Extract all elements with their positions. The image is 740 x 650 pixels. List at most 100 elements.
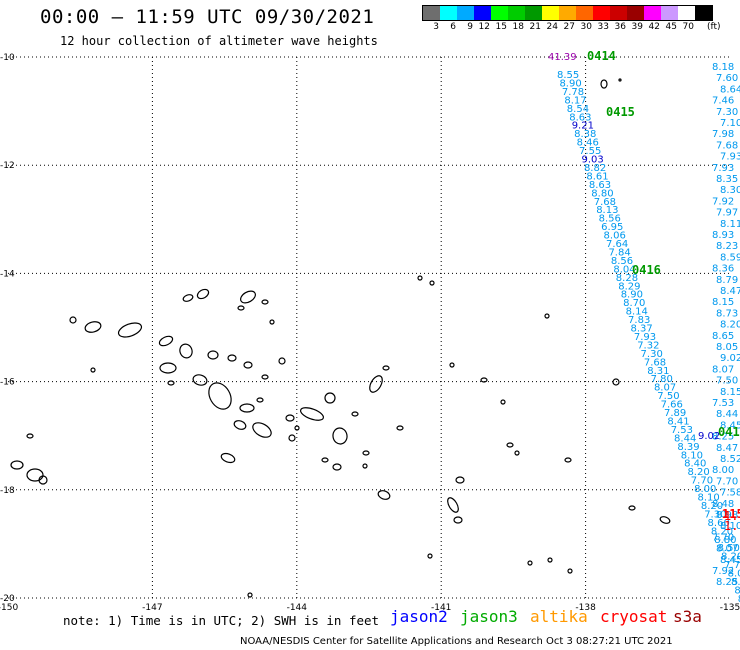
track-value: 7.70 xyxy=(691,476,713,487)
island-outline xyxy=(567,568,573,574)
island-outline xyxy=(207,350,219,360)
track-value-right: 8.64 xyxy=(720,84,740,95)
island-outline xyxy=(261,299,269,305)
lon-tick-label: -147 xyxy=(142,603,162,613)
track-value: 8.10 xyxy=(698,493,720,504)
island-outline xyxy=(269,319,275,325)
island-outline xyxy=(564,457,572,463)
island-outline xyxy=(227,354,237,362)
lat-tick-label: -18 xyxy=(0,486,15,496)
colorbar-label: 9 xyxy=(467,22,473,32)
colorbar-label: 39 xyxy=(631,22,643,32)
track-value: 8.39 xyxy=(677,442,699,453)
track-time-label: 0417 xyxy=(718,425,740,439)
track-value-right: 8.45 xyxy=(720,555,740,566)
island-outline xyxy=(294,425,300,431)
track-value: 8.20 xyxy=(711,526,733,537)
island-outline xyxy=(324,392,336,404)
island-outline xyxy=(243,361,253,369)
track-value-right: 8.07 xyxy=(716,544,738,555)
track-value: 8.20 xyxy=(721,552,740,563)
island-outline xyxy=(117,322,143,338)
island-outline xyxy=(182,294,194,302)
island-outline xyxy=(84,321,102,333)
track-value-right: 7.30 xyxy=(716,107,738,118)
track-value-right: 8.07 xyxy=(712,364,734,375)
colorbar-label: 18 xyxy=(512,22,524,32)
island-outline xyxy=(377,490,391,500)
colorbar-label: 36 xyxy=(614,22,626,32)
island-outline xyxy=(240,290,256,304)
track-value: 8.56 xyxy=(611,256,633,267)
track-value: 8.00 xyxy=(694,484,716,495)
island-outline xyxy=(362,463,368,469)
lat-tick-label: -14 xyxy=(0,269,15,279)
track-value: 8.90 xyxy=(559,78,581,89)
track-value: 8.80 xyxy=(714,535,736,546)
island-outline xyxy=(285,414,295,422)
map-title: 00:00 – 11:59 UTC 09/30/2021 xyxy=(40,6,375,28)
island-outline xyxy=(69,316,77,324)
track-value-right: 7.58 xyxy=(720,488,740,499)
island-outline xyxy=(659,516,671,524)
track-value: 7.30 xyxy=(641,349,663,360)
track-value: 8.07 xyxy=(728,569,740,580)
island-outline xyxy=(547,557,553,563)
track-value: 7.64 xyxy=(606,239,628,250)
track-value-right: 7.93 xyxy=(712,163,734,174)
track-value: 7.32 xyxy=(637,340,659,351)
track-value: 7.70 xyxy=(724,560,740,571)
track-value-right: 8.52 xyxy=(720,454,740,465)
track-value: 8.50 xyxy=(738,594,740,605)
track-value: 8.70 xyxy=(623,298,645,309)
lat-tick-label: -20 xyxy=(0,594,15,604)
track-value-right: 7.68 xyxy=(716,140,738,151)
track-value: 8.10 xyxy=(681,450,703,461)
track-value-right: 8.35 xyxy=(716,174,738,185)
track-value-right: 8.45 xyxy=(720,420,740,431)
track-value: 8.82 xyxy=(584,163,606,174)
island-outline xyxy=(158,335,174,347)
footer-note: note: 1) Time is in UTC; 2) SWH is in fe… xyxy=(63,613,380,628)
track-red-value: 1.17 xyxy=(724,509,740,523)
track-value-right: 8.47 xyxy=(716,443,738,454)
island-outline xyxy=(429,280,435,286)
island-outline xyxy=(288,434,296,442)
track-value-right: 7.46 xyxy=(712,96,734,107)
track-value-right: 8.20 xyxy=(720,320,740,331)
track-value-right: 8.25 xyxy=(716,577,738,588)
island-outline xyxy=(612,378,620,386)
track-value-right: 8.23 xyxy=(716,241,738,252)
track-value: 7.84 xyxy=(608,247,630,258)
track-value-right: 7.70 xyxy=(716,476,738,487)
island-outline xyxy=(600,79,608,89)
legend-s3a: s3a xyxy=(673,607,702,626)
track-value-right: 8.59 xyxy=(720,252,740,263)
track-value: 8.80 xyxy=(591,188,613,199)
island-outline xyxy=(10,460,24,470)
island-outline xyxy=(247,592,253,598)
colorbar-label: 27 xyxy=(563,22,575,32)
track-value-right: 8.65 xyxy=(712,331,734,342)
colorbar-swatch xyxy=(559,6,576,20)
track-value-right: 8.15 xyxy=(720,387,740,398)
island-outline xyxy=(208,382,232,410)
island-outline xyxy=(252,422,272,438)
track-value-highlight: 9.02 xyxy=(698,431,720,442)
track-value-right: 7.92 xyxy=(712,196,734,207)
track-value: 8.63 xyxy=(569,112,591,123)
track-value-right: 8.30 xyxy=(720,185,740,196)
track-value: 8.20 xyxy=(701,501,723,512)
colorbar-swatch xyxy=(525,6,542,20)
colorbar-label: 33 xyxy=(597,22,609,32)
track-value: 8.61 xyxy=(586,171,608,182)
track-value-right: 7.93 xyxy=(720,152,740,163)
track-value: 9.03 xyxy=(582,155,604,166)
island-outline xyxy=(321,457,329,463)
track-value: 8.20 xyxy=(734,585,740,596)
island-outline xyxy=(196,288,210,300)
track-value-right: 8.05 xyxy=(716,342,738,353)
colorbar-swatch xyxy=(440,6,457,20)
colorbar-labels: 3 6 9 12 15 18 21 24 27 30 33 36 39 42 45 70 xyxy=(422,22,694,32)
track-value: 8.56 xyxy=(599,214,621,225)
